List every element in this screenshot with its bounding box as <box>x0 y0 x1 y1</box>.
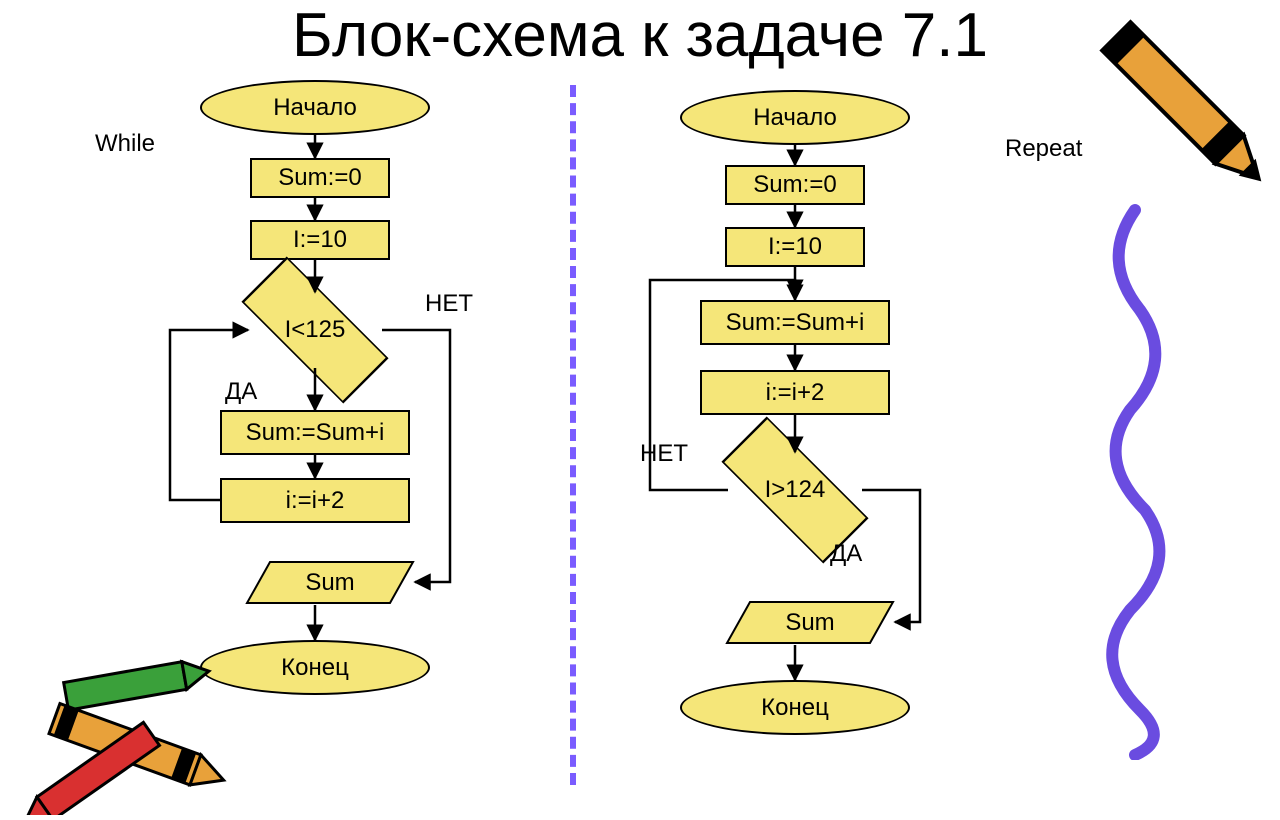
repeat-cond-node: I>124 <box>735 450 855 530</box>
while-out-label: Sum <box>245 560 415 605</box>
while-sumadd-node: Sum:=Sum+i <box>220 410 410 455</box>
repeat-i10-node: I:=10 <box>725 227 865 267</box>
while-sum0-node: Sum:=0 <box>250 158 390 198</box>
while-out-node: Sum <box>245 560 415 605</box>
while-inc-label: i:=i+2 <box>286 487 345 515</box>
repeat-sum0-label: Sum:=0 <box>753 171 836 199</box>
while-no-label: НЕТ <box>425 290 473 318</box>
while-label: While <box>95 130 155 158</box>
while-i10-label: I:=10 <box>293 226 347 254</box>
repeat-out-label: Sum <box>725 600 895 645</box>
repeat-cond-label: I>124 <box>735 450 855 530</box>
repeat-sumadd-node: Sum:=Sum+i <box>700 300 890 345</box>
repeat-sumadd-label: Sum:=Sum+i <box>726 309 865 337</box>
while-yes-label: ДА <box>225 378 257 406</box>
repeat-inc-node: i:=i+2 <box>700 370 890 415</box>
repeat-end-node: Конец <box>680 680 910 735</box>
crayons-bottom-icon <box>10 615 270 820</box>
while-cond-node: I<125 <box>255 290 375 370</box>
repeat-end-label: Конец <box>761 694 829 722</box>
repeat-inc-label: i:=i+2 <box>766 379 825 407</box>
while-cond-label: I<125 <box>255 290 375 370</box>
repeat-start-node: Начало <box>680 90 910 145</box>
while-inc-node: i:=i+2 <box>220 478 410 523</box>
while-start-label: Начало <box>273 94 357 122</box>
repeat-out-node: Sum <box>725 600 895 645</box>
while-sum0-label: Sum:=0 <box>278 164 361 192</box>
repeat-no-label: НЕТ <box>640 440 688 468</box>
repeat-start-label: Начало <box>753 104 837 132</box>
while-start-node: Начало <box>200 80 430 135</box>
center-divider <box>570 85 576 785</box>
squiggle-icon <box>1090 200 1180 765</box>
while-end-label: Конец <box>281 654 349 682</box>
while-sumadd-label: Sum:=Sum+i <box>246 419 385 447</box>
repeat-sum0-node: Sum:=0 <box>725 165 865 205</box>
while-i10-node: I:=10 <box>250 220 390 260</box>
repeat-i10-label: I:=10 <box>768 233 822 261</box>
repeat-yes-label: ДА <box>830 540 862 568</box>
